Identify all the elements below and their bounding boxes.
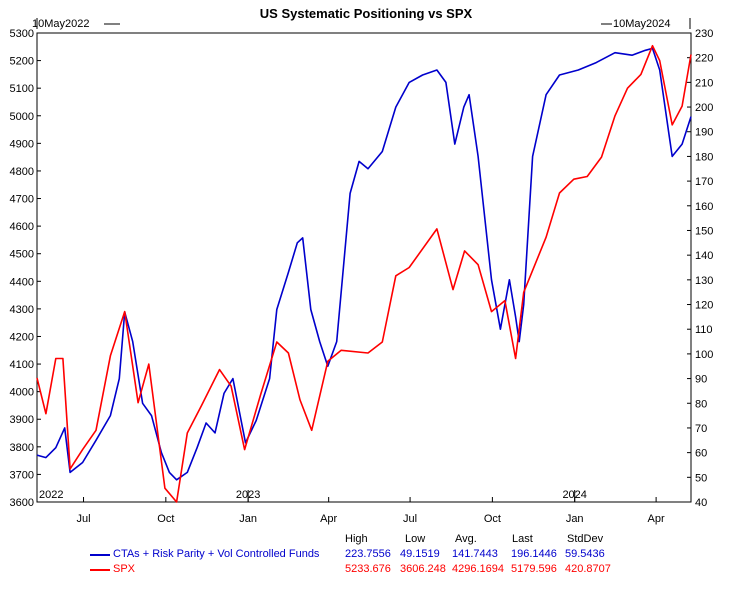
legend-line-cta (90, 554, 110, 556)
spx-high: 5233.676 (345, 563, 391, 575)
plot-frame (36, 32, 692, 503)
right-axis-tick-label: 50 (695, 472, 707, 484)
right-axis-tick-label: 110 (695, 324, 713, 336)
left-axis-tick-label: 4700 (10, 194, 34, 206)
legend-row-cta: CTAs + Risk Parity + Vol Controlled Fund… (0, 548, 732, 562)
right-axis-tick-label: 170 (695, 176, 713, 188)
right-axis-tick-label: 190 (695, 127, 713, 139)
stats-header-avg: Avg. (455, 533, 477, 545)
year-label: 2024 (562, 489, 586, 501)
left-axis-tick-label: 5300 (10, 28, 34, 40)
spx-last: 5179.596 (511, 563, 557, 575)
right-axis-tick-label: 140 (695, 250, 713, 262)
stats-header-high: High (345, 533, 368, 545)
x-axis-tick-label: Jul (76, 513, 90, 525)
x-axis-tick-label: Jul (403, 513, 417, 525)
spx-low: 3606.248 (400, 563, 446, 575)
left-axis-tick-label: 4400 (10, 276, 34, 288)
left-axis-tick-label: 4300 (10, 304, 34, 316)
right-axis-tick-label: 210 (695, 77, 713, 89)
right-axis-tick-label: 40 (695, 497, 707, 509)
left-axis-tick-label: 4900 (10, 138, 34, 150)
x-axis-tick-label: Jan (239, 513, 257, 525)
x-axis-tick-label: Apr (320, 513, 337, 525)
end-date-label: 10May2024 (613, 18, 671, 30)
legend-label-cta: CTAs + Risk Parity + Vol Controlled Fund… (113, 548, 320, 560)
stats-header-last: Last (512, 533, 533, 545)
right-axis-tick-label: 90 (695, 374, 707, 386)
left-axis-tick-label: 4800 (10, 166, 34, 178)
legend-row-spx: SPX 5233.676 3606.248 4296.1694 5179.596… (0, 563, 732, 577)
right-axis-tick-label: 230 (695, 28, 713, 40)
cta-last: 196.1446 (511, 548, 557, 560)
stats-header-low: Low (405, 533, 426, 545)
right-axis-tick-label: 200 (695, 102, 713, 114)
start-date-label: 10May2022 (32, 18, 90, 30)
left-axis-tick-label: 3700 (10, 469, 34, 481)
right-axis-tick-label: 150 (695, 225, 713, 237)
right-axis-tick-label: 100 (695, 349, 713, 361)
cta-low: 49.1519 (400, 548, 440, 560)
left-axis-tick-label: 5200 (10, 56, 34, 68)
year-label: 2022 (39, 489, 63, 501)
cta-avg: 141.7443 (452, 548, 498, 560)
year-label: 2023 (236, 489, 260, 501)
left-axis-tick-label: 4100 (10, 359, 34, 371)
right-axis-tick-label: 180 (695, 151, 713, 163)
series-line-cta (36, 47, 692, 481)
spx-avg: 4296.1694 (452, 563, 504, 575)
x-axis-tick-label: Apr (648, 513, 665, 525)
stats-header: High Low Avg. Last StdDev (0, 533, 732, 547)
right-axis-tick-label: 70 (695, 423, 707, 435)
left-axis-tick-label: 3800 (10, 442, 34, 454)
series-line-spx (36, 44, 692, 503)
right-axis-tick-label: 220 (695, 53, 713, 65)
legend-line-spx (90, 569, 110, 571)
cta-high: 223.7556 (345, 548, 391, 560)
left-axis-tick-label: 4000 (10, 387, 34, 399)
left-axis-tick-label: 4500 (10, 249, 34, 261)
left-axis-tick-label: 4200 (10, 331, 34, 343)
legend-label-spx: SPX (113, 563, 136, 575)
x-axis-tick-label: Oct (157, 513, 174, 525)
left-axis-tick-label: 3600 (10, 497, 34, 509)
spx-stddev: 420.8707 (565, 563, 611, 575)
right-axis-tick-label: 60 (695, 448, 707, 460)
right-axis-tick-label: 160 (695, 201, 713, 213)
left-axis-tick-label: 3900 (10, 414, 34, 426)
x-axis-tick-label: Jan (566, 513, 584, 525)
cta-stddev: 59.5436 (565, 548, 605, 560)
left-axis-tick-label: 5100 (10, 83, 34, 95)
right-axis-tick-label: 120 (695, 300, 713, 312)
left-axis-tick-label: 4600 (10, 221, 34, 233)
x-axis-tick-label: Oct (484, 513, 501, 525)
stats-header-stddev: StdDev (567, 533, 604, 545)
right-axis-tick-label: 130 (695, 275, 713, 287)
left-axis-tick-label: 5000 (10, 111, 34, 123)
right-axis-tick-label: 80 (695, 398, 707, 410)
chart-title: US Systematic Positioning vs SPX (259, 6, 473, 21)
